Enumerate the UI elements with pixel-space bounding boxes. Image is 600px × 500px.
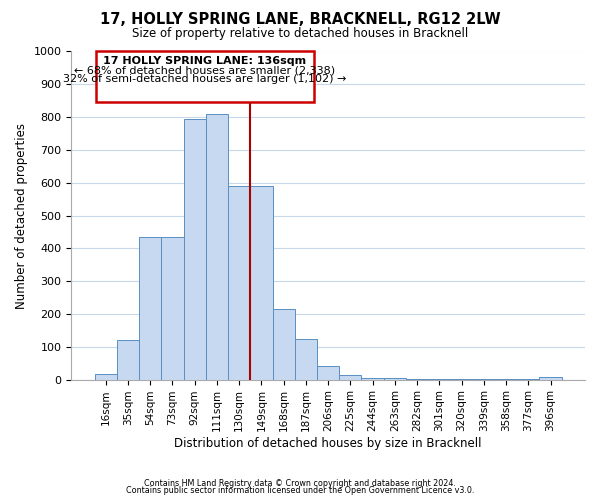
Text: ← 68% of detached houses are smaller (2,338): ← 68% of detached houses are smaller (2,… [74, 66, 335, 76]
Bar [250, 186, 272, 380]
Text: 32% of semi-detached houses are larger (1,102) →: 32% of semi-detached houses are larger (… [63, 74, 346, 85]
Bar [428, 378, 451, 380]
Bar [361, 378, 384, 380]
X-axis label: Distribution of detached houses by size in Bracknell: Distribution of detached houses by size … [175, 437, 482, 450]
Bar [339, 374, 361, 380]
Bar [406, 378, 428, 380]
Bar [228, 186, 250, 380]
Bar [184, 119, 206, 380]
Text: 17 HOLLY SPRING LANE: 136sqm: 17 HOLLY SPRING LANE: 136sqm [103, 56, 306, 66]
Text: Size of property relative to detached houses in Bracknell: Size of property relative to detached ho… [132, 28, 468, 40]
Bar [495, 378, 517, 380]
Bar [517, 378, 539, 380]
Bar [95, 374, 117, 380]
Bar [451, 378, 473, 380]
Bar [295, 338, 317, 380]
Y-axis label: Number of detached properties: Number of detached properties [15, 122, 28, 308]
Text: Contains HM Land Registry data © Crown copyright and database right 2024.: Contains HM Land Registry data © Crown c… [144, 478, 456, 488]
Text: Contains public sector information licensed under the Open Government Licence v3: Contains public sector information licen… [126, 486, 474, 495]
FancyBboxPatch shape [96, 52, 314, 102]
Bar [139, 237, 161, 380]
Bar [117, 340, 139, 380]
Bar [539, 377, 562, 380]
Bar [206, 114, 228, 380]
Bar [317, 366, 339, 380]
Bar [384, 378, 406, 380]
Bar [272, 309, 295, 380]
Text: 17, HOLLY SPRING LANE, BRACKNELL, RG12 2LW: 17, HOLLY SPRING LANE, BRACKNELL, RG12 2… [100, 12, 500, 28]
Bar [161, 237, 184, 380]
Bar [473, 378, 495, 380]
